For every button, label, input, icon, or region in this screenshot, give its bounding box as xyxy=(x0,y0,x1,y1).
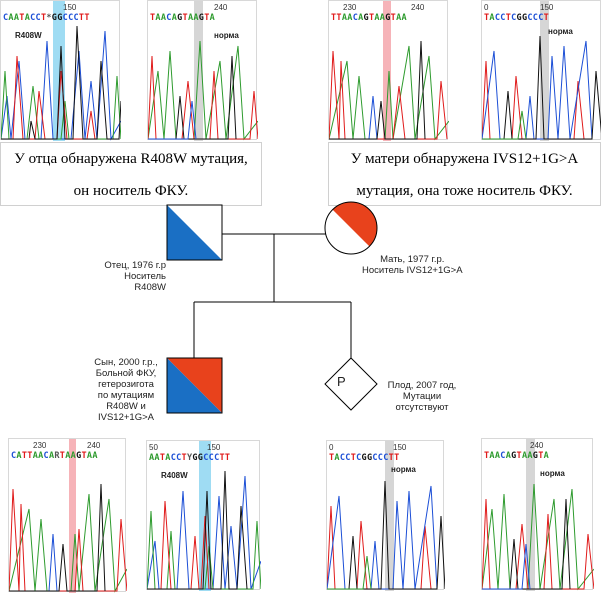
position-number: 240 xyxy=(214,3,228,12)
son-label-line5: R408W и xyxy=(106,401,146,412)
son-label-line4: по мутациям xyxy=(97,390,155,401)
mother-caption: У матери обнаружена IVS12+1G>A мутация, … xyxy=(328,142,601,206)
son-symbol xyxy=(166,357,223,414)
mutation-label: R408W xyxy=(15,31,42,40)
chromatogram-father: 150 CAATACCT*GGCCCTT R408W xyxy=(0,0,121,141)
base-sequence: AATACCTYGGCCCTT xyxy=(149,453,231,463)
fetus-label: Плод, 2007 год, Мутации отсутствуют xyxy=(382,380,462,413)
father-caption-line2: он носитель ФКУ. xyxy=(73,183,189,199)
chromatogram-trace xyxy=(327,441,445,591)
position-number: 240 xyxy=(411,3,425,12)
father-label-line1: Отец, 1976 г.р xyxy=(104,260,166,271)
position-number: 150 xyxy=(393,443,407,452)
normal-label: норма xyxy=(391,465,416,474)
base-sequence: TAACAGTAAGTA xyxy=(484,451,550,461)
chromatogram-trace xyxy=(329,1,449,141)
father-label-line2: Носитель R408W xyxy=(124,271,166,293)
position-number: 0 xyxy=(484,3,489,12)
chromatogram-trace xyxy=(1,1,121,141)
chromatogram-mother: 230 240 TTAACAGTAAGTAA xyxy=(328,0,449,141)
son-label: Сын, 2000 г.р., Больной ФКУ, гетерозигот… xyxy=(90,357,162,423)
chromatogram-son-ivs: 230 240 CATTAACARTAAGTAA xyxy=(8,438,127,593)
father-caption: У отца обнаружена R408W мутация, он носи… xyxy=(0,142,262,206)
position-number: 150 xyxy=(540,3,554,12)
mother-caption-line2: мутация, она тоже носитель ФКУ. xyxy=(356,183,573,199)
chromatogram-trace xyxy=(9,439,127,593)
normal-label: норма xyxy=(548,27,573,36)
position-number: 240 xyxy=(87,441,101,450)
position-number: 150 xyxy=(207,443,221,452)
chromatogram-son-r408w: 50 150 AATACCTYGGCCCTT R408W xyxy=(146,440,261,591)
base-sequence: CATTAACARTAAGTAA xyxy=(11,451,98,461)
father-symbol xyxy=(166,204,223,261)
position-number: 240 xyxy=(530,441,544,450)
father-caption-line1: У отца обнаружена R408W мутация, xyxy=(14,151,248,167)
son-label-line6: IVS12+1G>A xyxy=(98,412,154,423)
son-label-line3: гетерозигота xyxy=(98,379,154,390)
fetus-symbol xyxy=(324,357,378,411)
fetus-label-line2: Мутации xyxy=(402,391,442,402)
son-label-line2: Больной ФКУ, xyxy=(95,368,157,379)
mother-label: Мать, 1977 г.р. Носитель IVS12+1G>A xyxy=(362,254,463,276)
chromatogram-fetus-ivs: 240 TAACAGTAAGTA норма xyxy=(481,438,594,591)
chromatogram-trace xyxy=(482,1,601,141)
chromatogram-father-normal: 240 TAACAGTAAGTA норма xyxy=(147,0,258,141)
chromatogram-trace xyxy=(482,439,594,591)
position-number: 230 xyxy=(33,441,47,450)
mother-label-line2: Носитель IVS12+1G>A xyxy=(362,265,463,276)
mother-label-line1: Мать, 1977 г.р. xyxy=(380,254,445,265)
mother-symbol xyxy=(324,201,378,255)
position-number: 150 xyxy=(63,3,77,12)
mutation-label: R408W xyxy=(161,471,188,480)
son-label-line1: Сын, 2000 г.р., xyxy=(94,357,158,368)
base-sequence: CAATACCT*GGCCCTT xyxy=(3,13,90,23)
base-sequence: TAACAGTAAGTA xyxy=(150,13,216,23)
chromatogram-trace xyxy=(148,1,258,141)
fetus-label-line3: отсутствуют xyxy=(395,402,449,413)
fetus-symbol-letter: P xyxy=(337,374,346,389)
position-number: 0 xyxy=(329,443,334,452)
fetus-label-line1: Плод, 2007 год, xyxy=(387,380,457,391)
position-number: 230 xyxy=(343,3,357,12)
position-number: 50 xyxy=(149,443,158,452)
chromatogram-fetus-r408w: 0 150 TACCTCGGCCCTT норма xyxy=(326,440,445,591)
chromatogram-trace xyxy=(147,441,261,591)
normal-label: норма xyxy=(214,31,239,40)
base-sequence: TACCTCGGCCCTT xyxy=(329,453,400,463)
mother-caption-line1: У матери обнаружена IVS12+1G>A xyxy=(350,151,579,167)
normal-label: норма xyxy=(540,469,565,478)
base-sequence: TTAACAGTAAGTAA xyxy=(331,13,407,23)
base-sequence: TACCTCGGCCCT xyxy=(484,13,550,23)
father-label: Отец, 1976 г.р Носитель R408W xyxy=(96,260,166,293)
